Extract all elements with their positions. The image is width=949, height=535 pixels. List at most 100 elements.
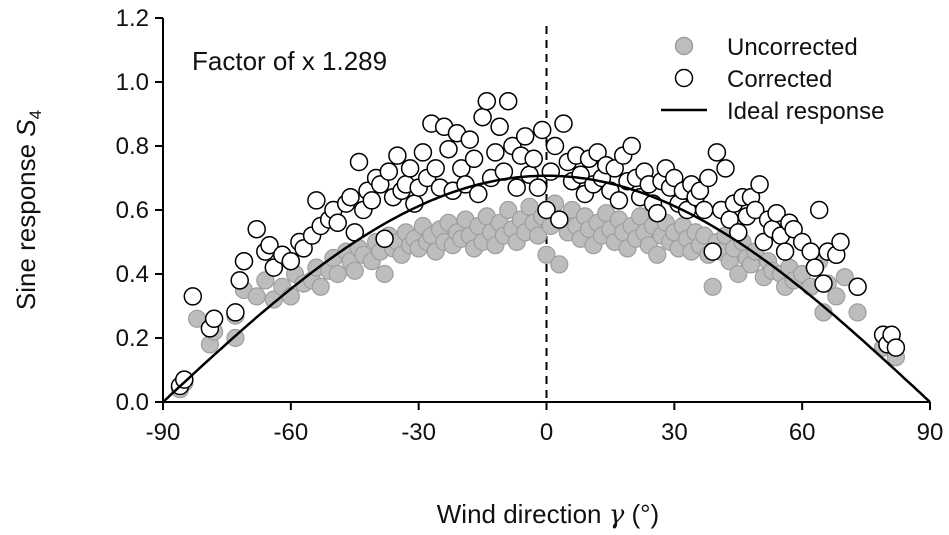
corrected-point bbox=[460, 130, 480, 149]
corrected-point bbox=[204, 309, 224, 329]
y-axis-title-subscript: 4 bbox=[26, 110, 45, 119]
corrected-point bbox=[588, 143, 607, 162]
y-tick-label: 0.0 bbox=[116, 389, 149, 416]
corrected-point bbox=[507, 178, 526, 197]
corrected-point bbox=[328, 213, 347, 233]
corrected-point bbox=[226, 303, 245, 322]
uncorrected-point bbox=[835, 268, 854, 287]
y-tick-label: 0.2 bbox=[116, 325, 149, 352]
uncorrected-point bbox=[703, 277, 722, 296]
corrected-point bbox=[703, 242, 722, 261]
uncorrected-point bbox=[499, 200, 518, 220]
uncorrected-point bbox=[528, 226, 548, 245]
corrected-point bbox=[746, 200, 765, 220]
uncorrected-point bbox=[729, 264, 748, 284]
corrected-point bbox=[801, 242, 820, 261]
corrected-point bbox=[545, 136, 565, 156]
corrected-point bbox=[805, 258, 825, 277]
corrected-point bbox=[716, 159, 735, 178]
uncorrected-point bbox=[827, 287, 846, 306]
corrected-point bbox=[605, 159, 624, 178]
corrected-point bbox=[707, 143, 727, 162]
x-tick-label: 30 bbox=[661, 419, 688, 446]
corrected-point bbox=[281, 251, 301, 271]
corrected-point bbox=[537, 200, 556, 220]
y-tick-label: 1.0 bbox=[116, 69, 149, 96]
corrected-point bbox=[524, 149, 543, 169]
x-axis-title-main: Wind direction bbox=[437, 499, 609, 529]
uncorrected-point bbox=[256, 271, 275, 290]
x-tick-label: -60 bbox=[273, 419, 308, 446]
corrected-point bbox=[294, 239, 313, 258]
corrected-point bbox=[247, 219, 266, 239]
uncorrected-point bbox=[848, 303, 867, 322]
x-tick-label: 90 bbox=[917, 419, 944, 446]
corrected-point bbox=[886, 338, 906, 357]
axes: 0.0 0.2 0.4 0.6 0.8 1.0 1.2 -90 -60 -30 0 30 60 90 bbox=[116, 5, 944, 446]
x-tick-label: 60 bbox=[789, 419, 816, 446]
legend-uncorrected-marker bbox=[674, 36, 694, 56]
corrected-point bbox=[469, 184, 488, 204]
ideal-response-curve bbox=[162, 174, 931, 403]
corrected-point bbox=[532, 120, 552, 140]
uncorrected-point bbox=[375, 264, 394, 284]
corrected-point bbox=[426, 159, 445, 178]
corrected-point bbox=[183, 287, 203, 306]
y-tick-label: 1.2 bbox=[116, 5, 149, 32]
corrected-point bbox=[371, 175, 390, 194]
corrected-point bbox=[341, 187, 360, 207]
corrected-point bbox=[477, 91, 497, 111]
corrected-point bbox=[554, 114, 573, 133]
x-tick-label: -90 bbox=[146, 419, 181, 446]
corrected-point bbox=[754, 232, 774, 252]
corrected-point bbox=[405, 194, 424, 213]
corrected-point bbox=[609, 191, 629, 210]
corrected-point bbox=[814, 274, 833, 293]
corrected-point bbox=[541, 162, 561, 181]
corrected-point bbox=[260, 235, 279, 255]
corrected-point bbox=[775, 242, 795, 261]
uncorrected-point bbox=[537, 245, 556, 264]
corrected-point bbox=[694, 200, 714, 220]
x-axis-title-symbol: γ bbox=[609, 500, 625, 530]
corrected-point bbox=[400, 159, 420, 178]
corrected-point bbox=[175, 370, 194, 389]
corrected-point bbox=[528, 178, 548, 197]
corrected-point bbox=[665, 168, 684, 188]
factor-annotation: Factor of x 1.289 bbox=[192, 46, 387, 76]
y-tick-label: 0.8 bbox=[116, 133, 149, 160]
y-tick-label: 0.6 bbox=[116, 197, 149, 224]
uncorrected-point bbox=[550, 255, 569, 274]
uncorrected-point bbox=[648, 245, 667, 264]
corrected-point bbox=[622, 136, 641, 156]
corrected-point bbox=[413, 143, 433, 162]
corrected-point bbox=[767, 203, 786, 223]
x-tick-label: -30 bbox=[401, 419, 436, 446]
x-axis-title-unit: (°) bbox=[624, 499, 659, 529]
legend: Uncorrected Corrected Ideal response bbox=[661, 34, 884, 125]
uncorrected-point bbox=[247, 287, 266, 306]
x-axis-title: Wind direction γ (°) bbox=[437, 499, 659, 530]
corrected-point bbox=[550, 210, 569, 229]
legend-uncorrected-label: Uncorrected bbox=[727, 34, 858, 61]
corrected-point bbox=[498, 91, 518, 111]
corrected-point bbox=[648, 203, 667, 223]
corrected-point bbox=[848, 277, 867, 297]
corrected-point bbox=[388, 146, 407, 165]
y-axis-title: Sine response S4 bbox=[11, 110, 45, 310]
x-tick-label: 0 bbox=[540, 419, 553, 446]
corrected-point bbox=[379, 162, 399, 181]
legend-corrected-marker bbox=[674, 68, 694, 88]
corrected-point bbox=[699, 168, 718, 188]
legend-ideal-label: Ideal response bbox=[727, 98, 884, 125]
y-axis-title-main: Sine response bbox=[11, 137, 41, 310]
ideal-response-line bbox=[162, 174, 931, 403]
uncorrected-points bbox=[170, 194, 906, 399]
corrected-point bbox=[831, 232, 850, 252]
corrected-point bbox=[809, 200, 829, 220]
corrected-point bbox=[473, 107, 492, 127]
corrected-point bbox=[690, 181, 710, 201]
corrected-point bbox=[464, 149, 484, 169]
